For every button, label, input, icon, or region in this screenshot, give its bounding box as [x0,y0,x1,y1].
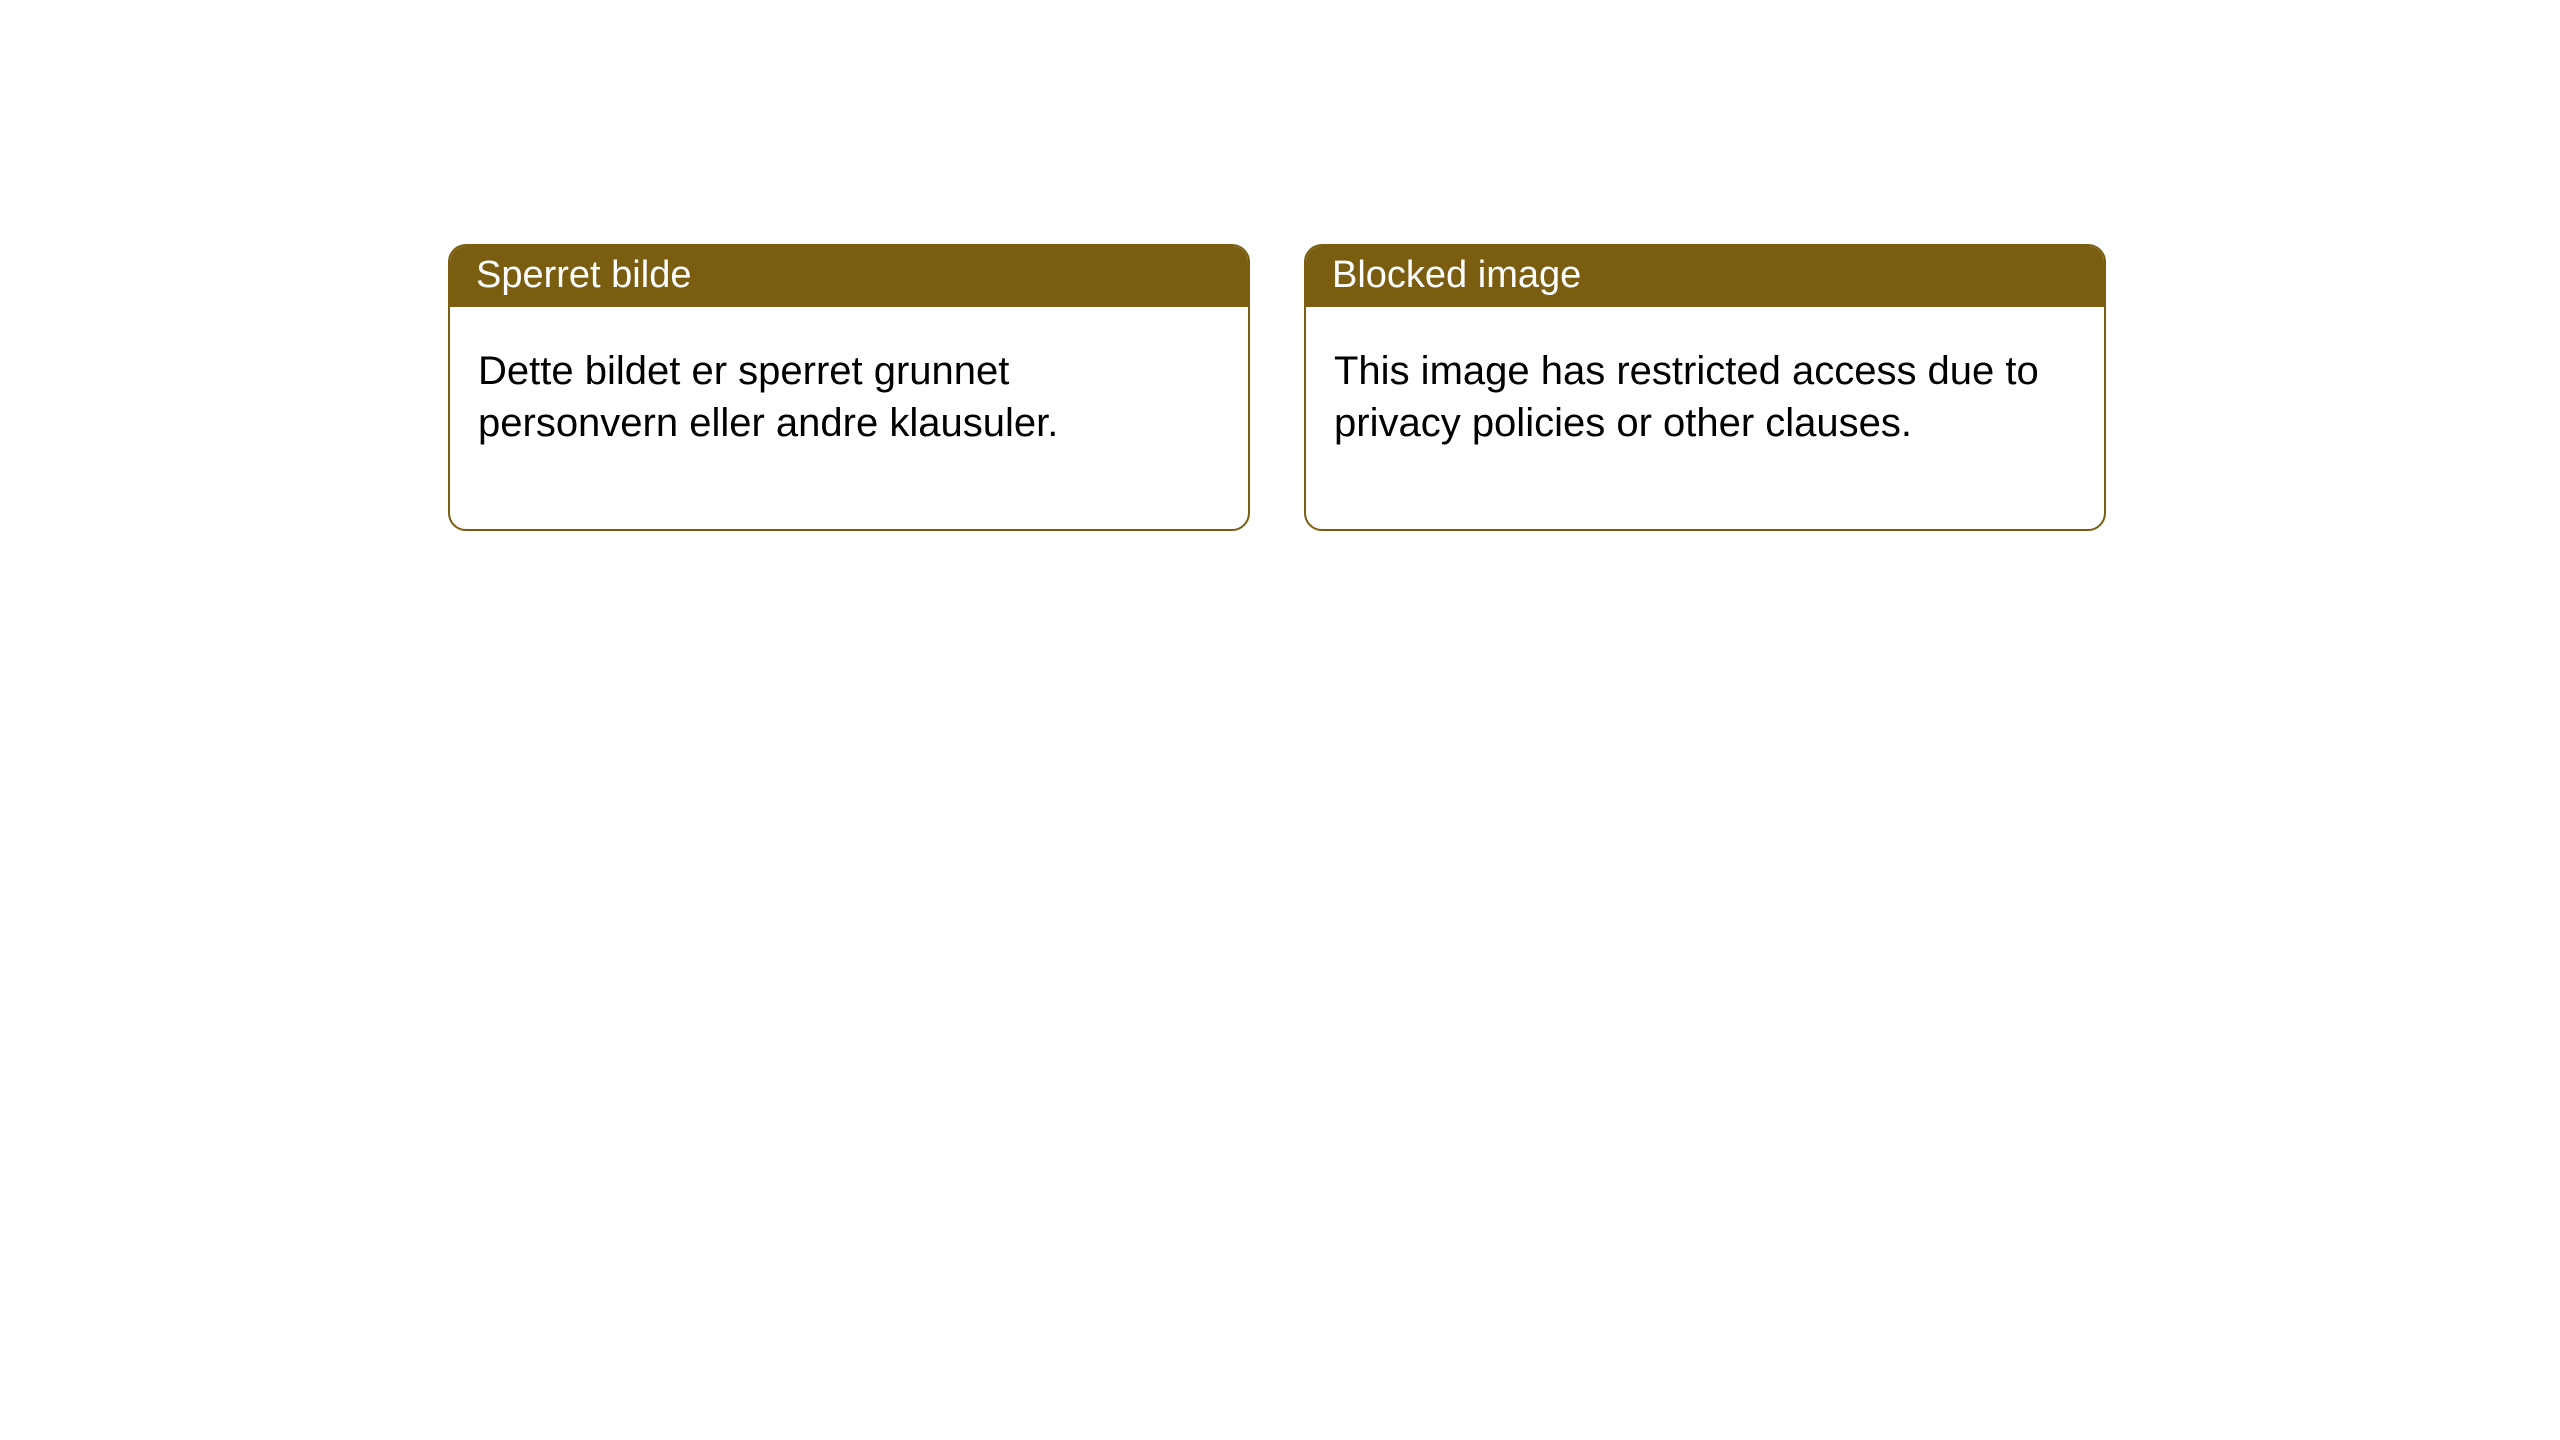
cards-container: Sperret bilde Dette bildet er sperret gr… [0,0,2560,531]
blocked-image-card-en: Blocked image This image has restricted … [1304,244,2106,531]
card-body: This image has restricted access due to … [1306,307,2104,529]
card-header: Sperret bilde [450,246,1248,307]
blocked-image-card-no: Sperret bilde Dette bildet er sperret gr… [448,244,1250,531]
card-body-text: Dette bildet er sperret grunnet personve… [478,349,1058,445]
card-body: Dette bildet er sperret grunnet personve… [450,307,1248,529]
card-body-text: This image has restricted access due to … [1334,349,2039,445]
card-title: Sperret bilde [476,254,691,296]
card-header: Blocked image [1306,246,2104,307]
card-title: Blocked image [1332,254,1581,296]
